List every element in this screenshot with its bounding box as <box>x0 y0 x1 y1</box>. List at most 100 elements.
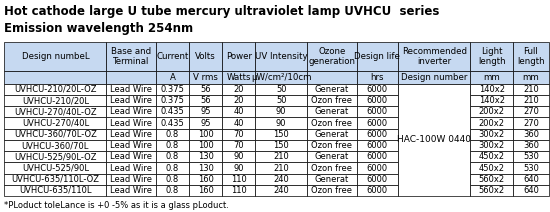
Bar <box>156 117 189 129</box>
Bar <box>398 84 470 196</box>
Bar <box>222 84 255 95</box>
Bar <box>222 42 255 71</box>
Text: Emission wavelength 254nm: Emission wavelength 254nm <box>4 22 194 35</box>
Text: mm: mm <box>483 73 500 82</box>
Bar <box>106 95 156 106</box>
Bar <box>356 162 398 174</box>
Text: 6000: 6000 <box>367 96 388 105</box>
Text: Generat: Generat <box>315 152 349 161</box>
Bar <box>106 129 156 140</box>
Bar <box>4 71 106 84</box>
Text: 0.435: 0.435 <box>161 119 184 128</box>
Text: 70: 70 <box>233 130 244 139</box>
Text: 50: 50 <box>276 96 287 105</box>
Text: 95: 95 <box>200 107 211 116</box>
Bar <box>470 84 513 95</box>
Text: Generat: Generat <box>315 130 349 139</box>
Bar <box>4 174 106 185</box>
Text: 90: 90 <box>234 163 244 173</box>
Text: 20: 20 <box>234 85 244 94</box>
Text: Lead Wire: Lead Wire <box>110 175 152 184</box>
Bar <box>470 42 513 71</box>
Bar <box>106 71 156 84</box>
Text: 160: 160 <box>197 175 213 184</box>
Text: Lead Wire: Lead Wire <box>110 141 152 150</box>
Text: UVHCU-360/70L-OZ: UVHCU-360/70L-OZ <box>14 130 97 139</box>
Bar <box>156 95 189 106</box>
Text: Lead Wire: Lead Wire <box>110 186 152 195</box>
Text: 40: 40 <box>234 107 244 116</box>
Text: UVHCU-270/40L: UVHCU-270/40L <box>22 119 89 128</box>
Bar <box>189 185 222 196</box>
Text: 110: 110 <box>231 175 246 184</box>
Bar <box>4 95 106 106</box>
Bar <box>4 129 106 140</box>
Text: 6000: 6000 <box>367 85 388 94</box>
Text: Lead Wire: Lead Wire <box>110 96 152 105</box>
Text: 0.8: 0.8 <box>166 175 179 184</box>
Text: 210: 210 <box>523 96 539 105</box>
Bar <box>255 174 307 185</box>
Text: mm: mm <box>522 73 540 82</box>
Text: *PLoduct toleLance is +0 -5% as it is a glass pLoduct.: *PLoduct toleLance is +0 -5% as it is a … <box>4 201 229 210</box>
Text: Design numbeL: Design numbeL <box>21 52 89 61</box>
Text: 6000: 6000 <box>367 107 388 116</box>
Text: 0.8: 0.8 <box>166 130 179 139</box>
Bar <box>513 106 549 117</box>
Text: Ozone
generation: Ozone generation <box>309 47 355 66</box>
Text: 6000: 6000 <box>367 175 388 184</box>
Bar <box>356 185 398 196</box>
Text: 0.8: 0.8 <box>166 163 179 173</box>
Text: 100: 100 <box>198 141 213 150</box>
Bar <box>356 129 398 140</box>
Text: Design number: Design number <box>401 73 468 82</box>
Text: 130: 130 <box>197 152 213 161</box>
Bar <box>307 129 356 140</box>
Bar <box>307 71 356 84</box>
Text: A: A <box>169 73 175 82</box>
Bar <box>189 129 222 140</box>
Bar <box>255 151 307 162</box>
Text: Ozon free: Ozon free <box>311 163 353 173</box>
Text: 0.8: 0.8 <box>166 152 179 161</box>
Bar <box>106 117 156 129</box>
Text: 0.8: 0.8 <box>166 186 179 195</box>
Bar <box>470 151 513 162</box>
Text: 160: 160 <box>197 186 213 195</box>
Bar <box>307 84 356 95</box>
Bar <box>356 71 398 84</box>
Text: Lead Wire: Lead Wire <box>110 107 152 116</box>
Bar <box>356 117 398 129</box>
Bar <box>4 162 106 174</box>
Bar <box>222 117 255 129</box>
Text: 640: 640 <box>523 175 539 184</box>
Bar <box>513 140 549 151</box>
Bar <box>307 185 356 196</box>
Bar <box>398 71 470 84</box>
Bar <box>106 140 156 151</box>
Bar <box>513 151 549 162</box>
Bar <box>255 140 307 151</box>
Bar <box>356 42 398 71</box>
Text: Hot cathode large U tube mercury ultraviolet lamp UVHCU  series: Hot cathode large U tube mercury ultravi… <box>4 5 440 18</box>
Text: 450x2: 450x2 <box>478 163 505 173</box>
Text: 210: 210 <box>273 152 289 161</box>
Text: Lead Wire: Lead Wire <box>110 163 152 173</box>
Bar <box>189 84 222 95</box>
Text: Lead Wire: Lead Wire <box>110 85 152 94</box>
Text: Design life: Design life <box>354 52 400 61</box>
Text: Power: Power <box>226 52 252 61</box>
Bar <box>307 174 356 185</box>
Bar <box>307 151 356 162</box>
Text: UVHCU-635/110L-OZ: UVHCU-635/110L-OZ <box>12 175 100 184</box>
Text: 40: 40 <box>234 119 244 128</box>
Bar <box>156 174 189 185</box>
Text: 20: 20 <box>234 96 244 105</box>
Text: 450x2: 450x2 <box>478 152 505 161</box>
Text: Lead Wire: Lead Wire <box>110 130 152 139</box>
Bar <box>4 151 106 162</box>
Text: 150: 150 <box>273 130 289 139</box>
Text: 640: 640 <box>523 186 539 195</box>
Text: UVHCU-210/20L: UVHCU-210/20L <box>22 96 89 105</box>
Bar <box>4 106 106 117</box>
